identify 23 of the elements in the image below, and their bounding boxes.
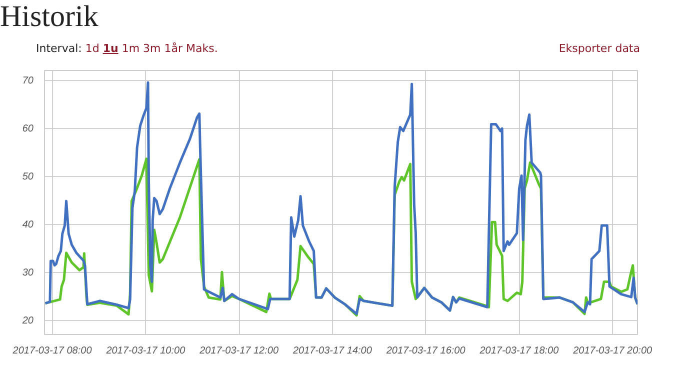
line-series [44,81,638,316]
text: 1d [85,42,100,55]
y-tick-label: 70 [22,76,34,87]
x-tick-label: 2017-03-17 18:00 [478,346,560,356]
text: Interval: [36,42,82,55]
chart-title: Historik [0,0,98,34]
text: Maks. [186,42,218,55]
text: 1u [102,42,118,55]
text: 3m [143,42,161,55]
y-tick-label: 30 [22,268,34,279]
y-tick-label: 60 [22,124,34,135]
y-tick-label: 20 [21,316,34,327]
x-tick-label: 2017-03-17 12:00 [198,346,279,356]
y-tick-label: 50 [22,172,34,183]
x-tick-label: 2017-03-17 16:00 [385,346,466,356]
x-tick-label: 2017-03-17 10:00 [105,346,186,356]
y-tick-label: 40 [22,220,34,231]
text: Eksporter data [558,41,640,57]
text: 1m [122,42,140,55]
x-tick-label: 2017-03-17 20:00 [572,346,653,356]
x-tick-label: 2017-03-17 14:00 [292,346,372,356]
x-tick-label: 2017-03-17 08:00 [12,346,92,356]
text: 1år [164,42,183,55]
